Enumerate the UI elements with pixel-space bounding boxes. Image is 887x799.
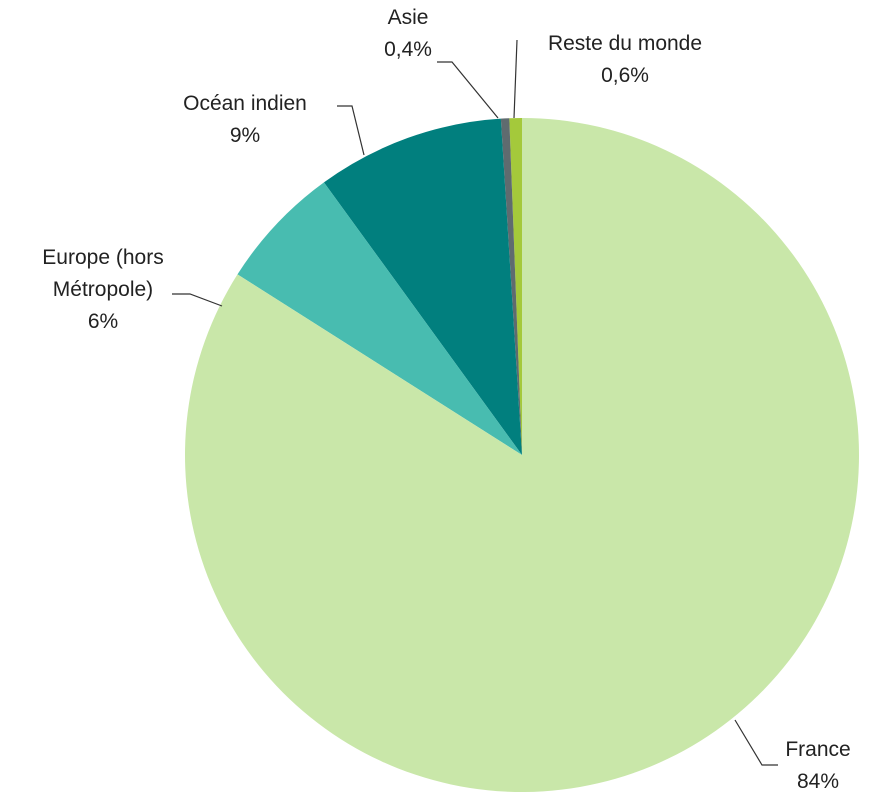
leader-lines [172, 39, 778, 766]
pie-slice [500, 118, 522, 456]
value-label: 0,6% [601, 64, 649, 87]
leader-line [734, 719, 778, 766]
data-label: France 84% [763, 734, 873, 798]
value-label: 9% [229, 124, 261, 147]
category-label: Océan indien [183, 92, 307, 115]
value-label: 0,4% [384, 38, 432, 61]
value-label: 84% [796, 770, 840, 793]
data-label: Europe (hors Métropole) 6% [8, 242, 198, 338]
pie-slice [323, 118, 522, 456]
pie-slice [509, 118, 522, 455]
data-label: Reste du monde 0,6% [495, 28, 755, 92]
data-label: Asie 0,4% [358, 2, 458, 66]
value-label: 6% [87, 310, 119, 333]
pie-slice [184, 118, 859, 792]
leader-line [172, 293, 223, 307]
data-label: Océan indien 9% [135, 88, 355, 152]
category-label: Europe (hors Métropole) [42, 246, 164, 301]
leader-line [437, 61, 499, 119]
category-label: Asie [387, 6, 429, 29]
category-label: France [785, 738, 851, 761]
category-label: Reste du monde [547, 32, 703, 55]
leader-line [513, 39, 518, 119]
pie-slice [237, 182, 522, 455]
leader-line [337, 105, 365, 156]
